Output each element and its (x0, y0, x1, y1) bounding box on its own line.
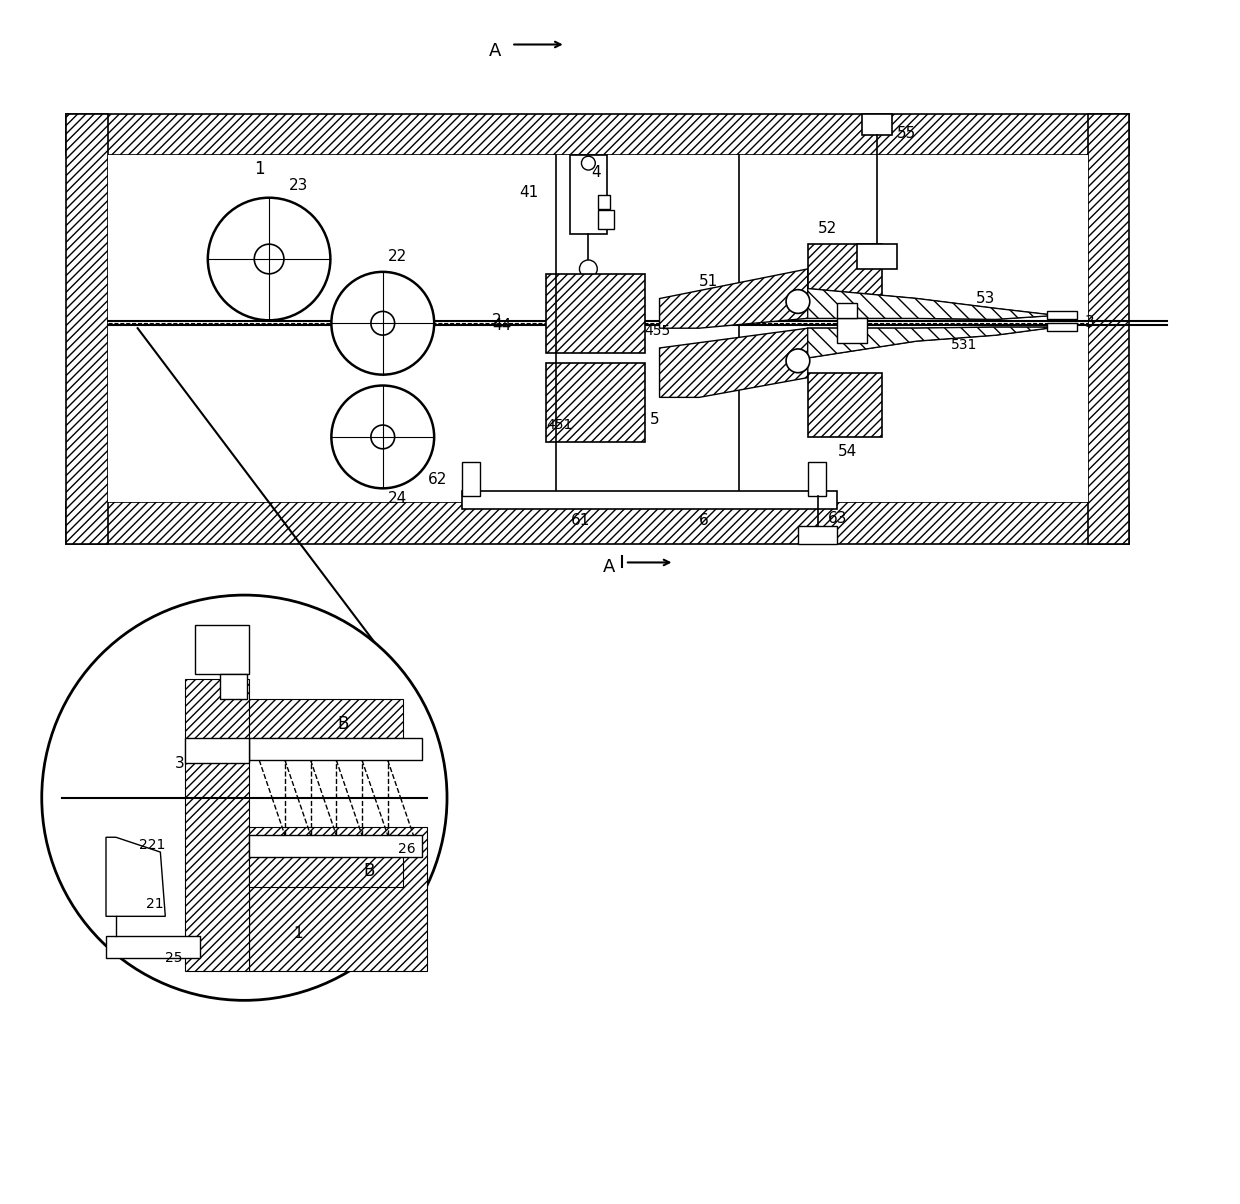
Bar (862, 113, 892, 135)
Text: B: B (363, 862, 374, 880)
Bar (546, 273, 645, 353)
Circle shape (331, 385, 434, 489)
Text: 26: 26 (398, 842, 415, 856)
Circle shape (42, 595, 446, 1001)
Circle shape (371, 425, 394, 449)
Text: A: A (603, 559, 615, 577)
Bar (185, 738, 249, 763)
Text: 61: 61 (570, 513, 590, 529)
Text: 1: 1 (254, 160, 265, 178)
Bar (67, 502, 1130, 544)
Text: 455: 455 (645, 324, 671, 338)
Text: 24: 24 (388, 491, 407, 507)
Text: 41: 41 (520, 185, 539, 200)
Circle shape (786, 349, 810, 373)
Circle shape (579, 260, 598, 278)
Polygon shape (807, 327, 1055, 358)
Bar (598, 195, 610, 208)
Polygon shape (807, 327, 1055, 358)
Text: 6: 6 (699, 513, 709, 529)
Bar (598, 209, 614, 229)
Bar (67, 113, 1130, 155)
Bar (857, 244, 897, 268)
Circle shape (331, 272, 434, 374)
Polygon shape (105, 837, 165, 916)
Polygon shape (660, 329, 807, 397)
Text: 221: 221 (139, 838, 165, 852)
Polygon shape (807, 289, 1055, 319)
Text: 52: 52 (817, 222, 837, 236)
Bar (569, 155, 608, 235)
Bar (249, 738, 423, 760)
Bar (546, 362, 645, 442)
Polygon shape (185, 679, 249, 970)
Bar (1047, 323, 1076, 331)
Bar (837, 303, 857, 318)
Text: A: A (489, 42, 501, 60)
Circle shape (254, 244, 284, 273)
Text: 51: 51 (699, 273, 718, 289)
Polygon shape (249, 827, 428, 970)
Text: 531: 531 (951, 338, 977, 352)
Text: 4: 4 (591, 165, 601, 181)
Polygon shape (660, 268, 807, 329)
Polygon shape (807, 289, 1055, 319)
Text: 2: 2 (491, 313, 501, 329)
Text: 21: 21 (145, 897, 164, 910)
Circle shape (582, 157, 595, 170)
Bar (108, 155, 1087, 502)
Bar (797, 526, 837, 544)
Bar (195, 625, 249, 674)
Bar (461, 461, 480, 496)
Bar (1087, 113, 1130, 544)
Bar (249, 698, 403, 738)
Bar (1047, 312, 1076, 319)
Bar (807, 461, 826, 496)
Text: 3: 3 (175, 756, 185, 771)
Text: 451: 451 (546, 418, 572, 432)
Bar (219, 674, 247, 698)
Text: 5: 5 (650, 412, 660, 427)
Circle shape (786, 290, 810, 313)
Bar (249, 852, 403, 886)
Text: 3: 3 (1085, 315, 1095, 330)
Bar (837, 318, 867, 343)
Bar (807, 373, 882, 437)
Text: 62: 62 (428, 472, 446, 486)
Text: 63: 63 (827, 510, 847, 526)
Circle shape (208, 197, 330, 320)
Text: 55: 55 (897, 125, 916, 141)
Circle shape (371, 312, 394, 335)
Bar (461, 491, 837, 509)
Text: 25: 25 (165, 951, 182, 964)
Text: 22: 22 (388, 249, 407, 264)
Bar (249, 836, 423, 857)
Bar (105, 936, 200, 958)
Text: 54: 54 (837, 444, 857, 459)
Text: 1: 1 (294, 926, 304, 942)
Text: 23: 23 (289, 178, 309, 193)
Text: 44: 44 (492, 318, 511, 334)
Bar (807, 244, 882, 318)
Text: B: B (337, 715, 348, 733)
Bar (67, 113, 108, 544)
Text: 53: 53 (976, 290, 996, 306)
